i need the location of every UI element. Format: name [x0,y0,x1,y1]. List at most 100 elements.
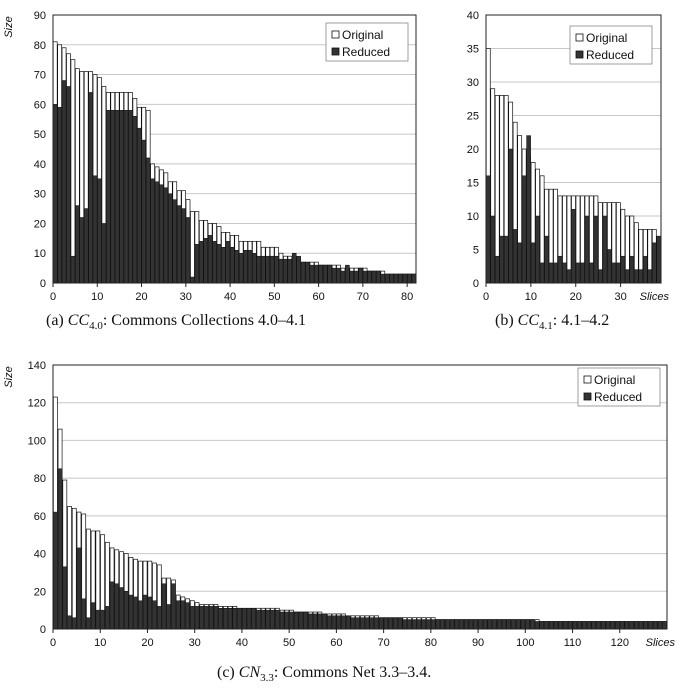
bar-reduced-c [605,621,611,630]
x-tick-label-a: 10 [91,291,103,303]
bar-reduced-c [511,619,516,630]
bar-reduced-c [76,547,82,630]
bar-reduced-a [66,86,71,284]
bar-reduced-c [454,619,460,630]
bar-reduced-c [100,609,105,630]
bar-reduced-c [582,621,587,630]
bar-reduced-a [331,267,337,284]
bar-reduced-b [616,262,621,284]
bar-reduced-a [83,208,89,284]
bar-reduced-a [194,244,200,284]
bar-reduced-a [119,110,124,284]
bar-reduced-c [388,617,393,630]
bar-reduced-a [221,247,226,284]
bar-reduced-b [656,235,662,284]
y-axis-label-c: Size [3,366,15,387]
bar-reduced-c [142,594,148,630]
bar-reduced-c [152,600,157,630]
bar-reduced-c [586,621,592,630]
legend-swatch-b [575,33,584,42]
bar-reduced-b [562,262,567,284]
bar-reduced-b [580,262,585,284]
caption-b: (b) CC4.1: 4.1–4.2 [495,312,609,332]
bar-original-c [86,528,91,630]
bar-reduced-c [67,615,72,630]
bar-reduced-c [317,613,323,630]
x-tick-label-a: 70 [357,291,369,303]
bar-reduced-c [619,621,625,630]
bar-reduced-a [154,181,160,284]
bar-reduced-b [535,215,540,284]
legend-box-a [325,22,409,62]
bar-reduced-c [227,608,233,630]
bar-reduced-a [283,258,288,284]
bar-reduced-c [171,583,176,630]
bar-reduced-c [407,619,412,630]
bar-reduced-b [553,262,558,284]
caption-c-text: : Commons Net 3.3–3.4. [273,664,432,681]
bar-reduced-c [478,619,483,630]
bar-reduced-c [416,619,422,630]
bar-reduced-a [362,270,368,284]
caption-c: (c) CN3.3: Commons Net 3.3–3.4. [217,664,431,684]
legend-label-a: Original [342,28,383,42]
bar-reduced-a [300,261,306,284]
bar-reduced-c [237,608,242,630]
y-tick-label-c: 20 [34,586,46,598]
x-tick-label-c: 10 [94,637,106,649]
bar-reduced-a [176,205,182,284]
bar-reduced-c [563,621,568,630]
bar-reduced-a [97,178,102,284]
bar-reduced-c [487,619,493,630]
bar-reduced-a [411,273,417,284]
bar-reduced-a [314,264,319,284]
bar-reduced-a [269,255,275,284]
bar-reduced-b [647,269,653,284]
bar-reduced-c [336,615,342,630]
bar-reduced-b [607,249,612,284]
bar-reduced-b [625,269,630,284]
bar-reduced-a [305,261,310,284]
caption-c-subscript: 3.3 [260,672,274,685]
bar-reduced-c [591,621,597,630]
x-tick-label-c: 50 [283,637,295,649]
bar-reduced-a [358,267,363,284]
y-tick-label-b: 40 [467,10,479,22]
bar-reduced-a [367,270,372,284]
bar-reduced-c [293,611,299,630]
bar-reduced-a [212,241,217,284]
bar-reduced-c [194,606,200,630]
bar-reduced-c [109,581,115,630]
bar-reduced-c [360,617,365,630]
bar-reduced-c [246,608,252,630]
bar-reduced-a [159,184,164,284]
bar-reduced-c [600,621,606,630]
legend-swatch-a [331,47,340,56]
x-axis-label-c: Slices [646,637,676,649]
bar-reduced-a [256,255,262,284]
bar-reduced-b [485,175,491,284]
y-tick-label-c: 140 [28,360,46,372]
bar-reduced-b [566,269,572,284]
bar-reduced-b [629,255,635,284]
bar-reduced-c [260,609,266,630]
bar-reduced-a [88,92,93,284]
bar-reduced-c [138,600,143,630]
bar-reduced-a [123,110,129,284]
bar-reduced-c [180,600,186,630]
bar-reduced-c [256,609,261,630]
y-tick-label-a: 60 [34,99,46,111]
bar-reduced-a [243,249,248,284]
bar-reduced-c [572,621,578,630]
bar-reduced-c [426,619,431,630]
x-tick-label-c: 20 [141,637,153,649]
bar-reduced-a [128,110,133,284]
bar-reduced-b [499,235,504,284]
bar-reduced-c [90,602,96,630]
bar-reduced-a [216,244,222,284]
bar-reduced-c [95,609,101,630]
bar-original-c [67,506,72,630]
bar-reduced-c [265,609,271,630]
bar-reduced-c [369,617,375,630]
y-tick-label-a: 80 [34,40,46,52]
